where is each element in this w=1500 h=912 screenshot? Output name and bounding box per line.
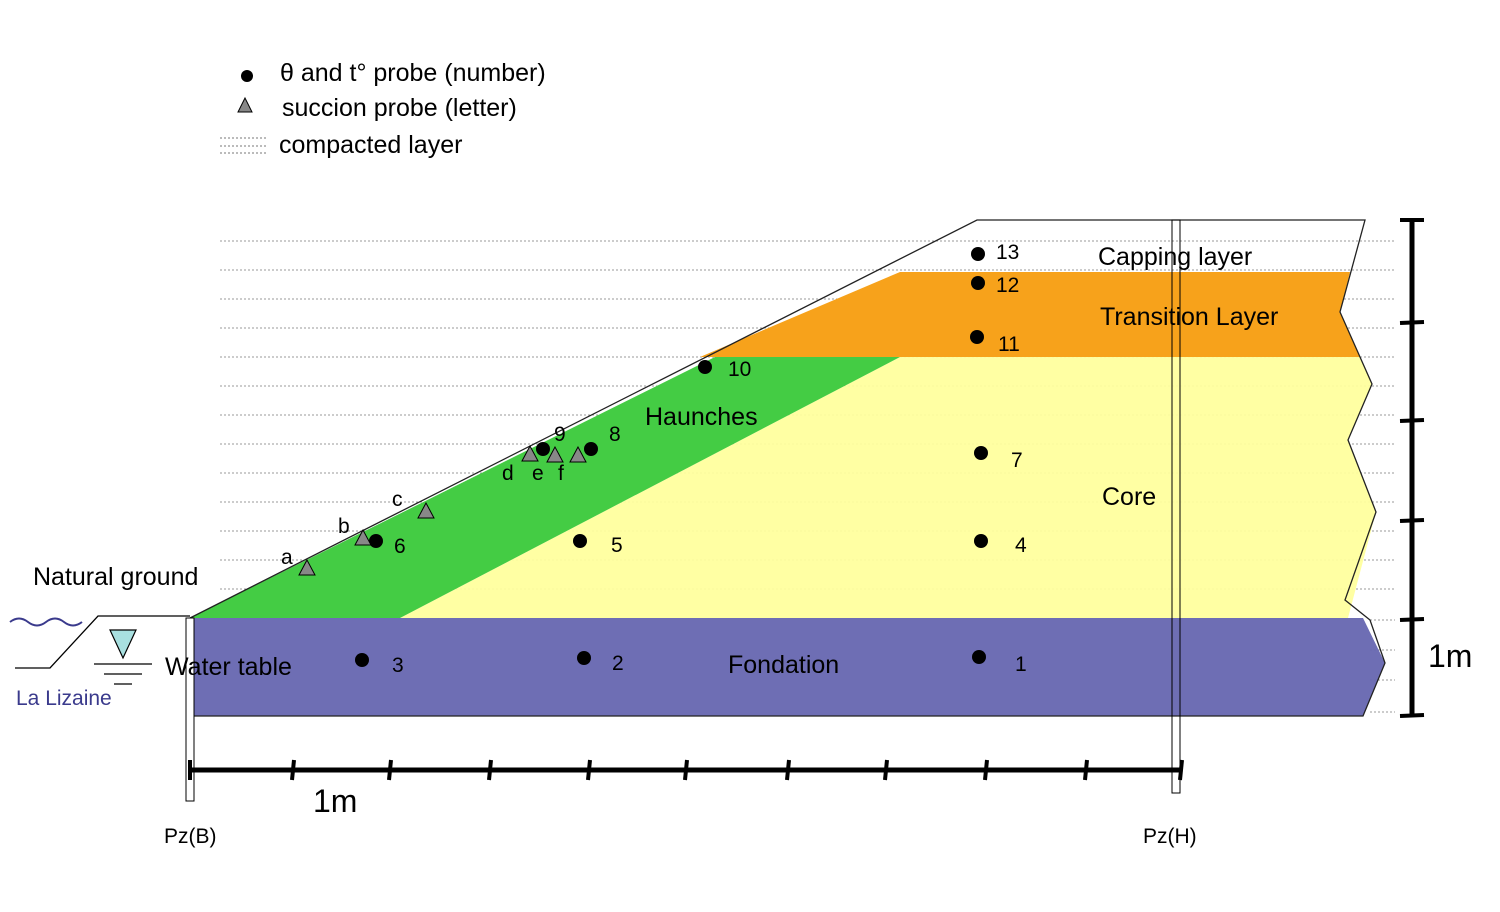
pz-b-label: Pz(B) <box>164 825 217 848</box>
probe-triangle-a <box>298 558 316 576</box>
letter-probes <box>298 444 587 576</box>
probe-label-b: b <box>338 515 350 538</box>
probe-dot-6 <box>369 534 383 548</box>
probe-dot-2 <box>577 651 591 665</box>
probe-label-e: e <box>532 462 544 485</box>
probe-label-d: d <box>502 462 514 485</box>
zone-label-transition: Transition Layer <box>1100 303 1278 331</box>
letter-probe-labels: a b c d e f <box>281 462 564 569</box>
probe-label-8: 8 <box>609 423 621 446</box>
legend-suction-triangle-icon <box>237 96 253 113</box>
horizontal-scale-bar <box>188 759 1184 781</box>
zone-label-capping: Capping layer <box>1098 243 1252 271</box>
probe-label-10: 10 <box>728 358 751 381</box>
horizontal-scale-label: 1m <box>313 783 357 819</box>
probe-dot-11 <box>970 330 984 344</box>
legend: θ and t° probe (number) succion probe (l… <box>220 59 546 159</box>
natural-ground-label: Natural ground <box>33 563 198 591</box>
probe-label-a: a <box>281 546 293 569</box>
natural-ground <box>9 615 190 685</box>
number-probes <box>355 247 988 667</box>
probe-dot-4 <box>974 534 988 548</box>
legend-probe-label: θ and t° probe (number) <box>280 59 546 87</box>
probe-label-1: 1 <box>1015 653 1027 676</box>
probe-label-4: 4 <box>1015 534 1027 557</box>
probe-triangle-c <box>417 501 435 519</box>
transition-zone <box>700 272 1360 357</box>
embankment-outline <box>189 219 1386 717</box>
probe-label-f: f <box>558 462 564 485</box>
vertical-scale-label: 1m <box>1428 638 1472 674</box>
legend-suction-label: succion probe (letter) <box>282 94 517 122</box>
probe-triangle-b <box>354 528 372 546</box>
zone-label-haunches: Haunches <box>645 403 758 431</box>
probe-label-6: 6 <box>394 535 406 558</box>
probe-label-3: 3 <box>392 654 404 677</box>
probe-label-13: 13 <box>996 241 1019 264</box>
zone-label-core: Core <box>1102 483 1156 511</box>
legend-compacted-label: compacted layer <box>279 131 462 159</box>
river-label: La Lizaine <box>16 687 112 710</box>
probe-triangle-e <box>546 445 564 463</box>
fondation-zone <box>190 618 1385 716</box>
water-table-label: Water table <box>165 653 292 681</box>
probe-dot-8 <box>584 442 598 456</box>
pz-h-label: Pz(H) <box>1143 825 1197 848</box>
probe-label-7: 7 <box>1011 449 1023 472</box>
probe-dot-7 <box>974 446 988 460</box>
legend-compacted-layer-icon <box>220 137 266 154</box>
number-probe-labels: 1 2 3 4 5 6 7 8 9 10 11 12 13 <box>392 241 1027 677</box>
probe-dot-10 <box>698 360 712 374</box>
river-wave-icon <box>9 617 83 627</box>
probe-dot-1 <box>972 650 986 664</box>
probe-label-c: c <box>392 488 403 511</box>
probe-dot-5 <box>573 534 587 548</box>
probe-label-12: 12 <box>996 274 1019 297</box>
piezometer-h <box>1171 219 1181 794</box>
core-zone <box>400 357 1376 618</box>
probe-dot-3 <box>355 653 369 667</box>
probe-label-11: 11 <box>998 333 1020 356</box>
probe-label-2: 2 <box>612 652 624 675</box>
probe-dot-12 <box>971 276 985 290</box>
piezometer-b <box>185 617 195 802</box>
zone-label-fondation: Fondation <box>728 651 839 679</box>
water-table-triangle-icon <box>109 629 137 660</box>
haunches-zone <box>190 357 900 618</box>
legend-probe-dot-icon <box>241 70 253 82</box>
probe-triangle-f <box>569 445 587 463</box>
vertical-scale-bar <box>1399 218 1425 718</box>
probe-triangle-d <box>521 444 539 462</box>
probe-label-9: 9 <box>554 423 566 446</box>
probe-dot-9 <box>536 442 550 456</box>
probe-label-5: 5 <box>611 534 623 557</box>
probe-dot-13 <box>971 247 985 261</box>
